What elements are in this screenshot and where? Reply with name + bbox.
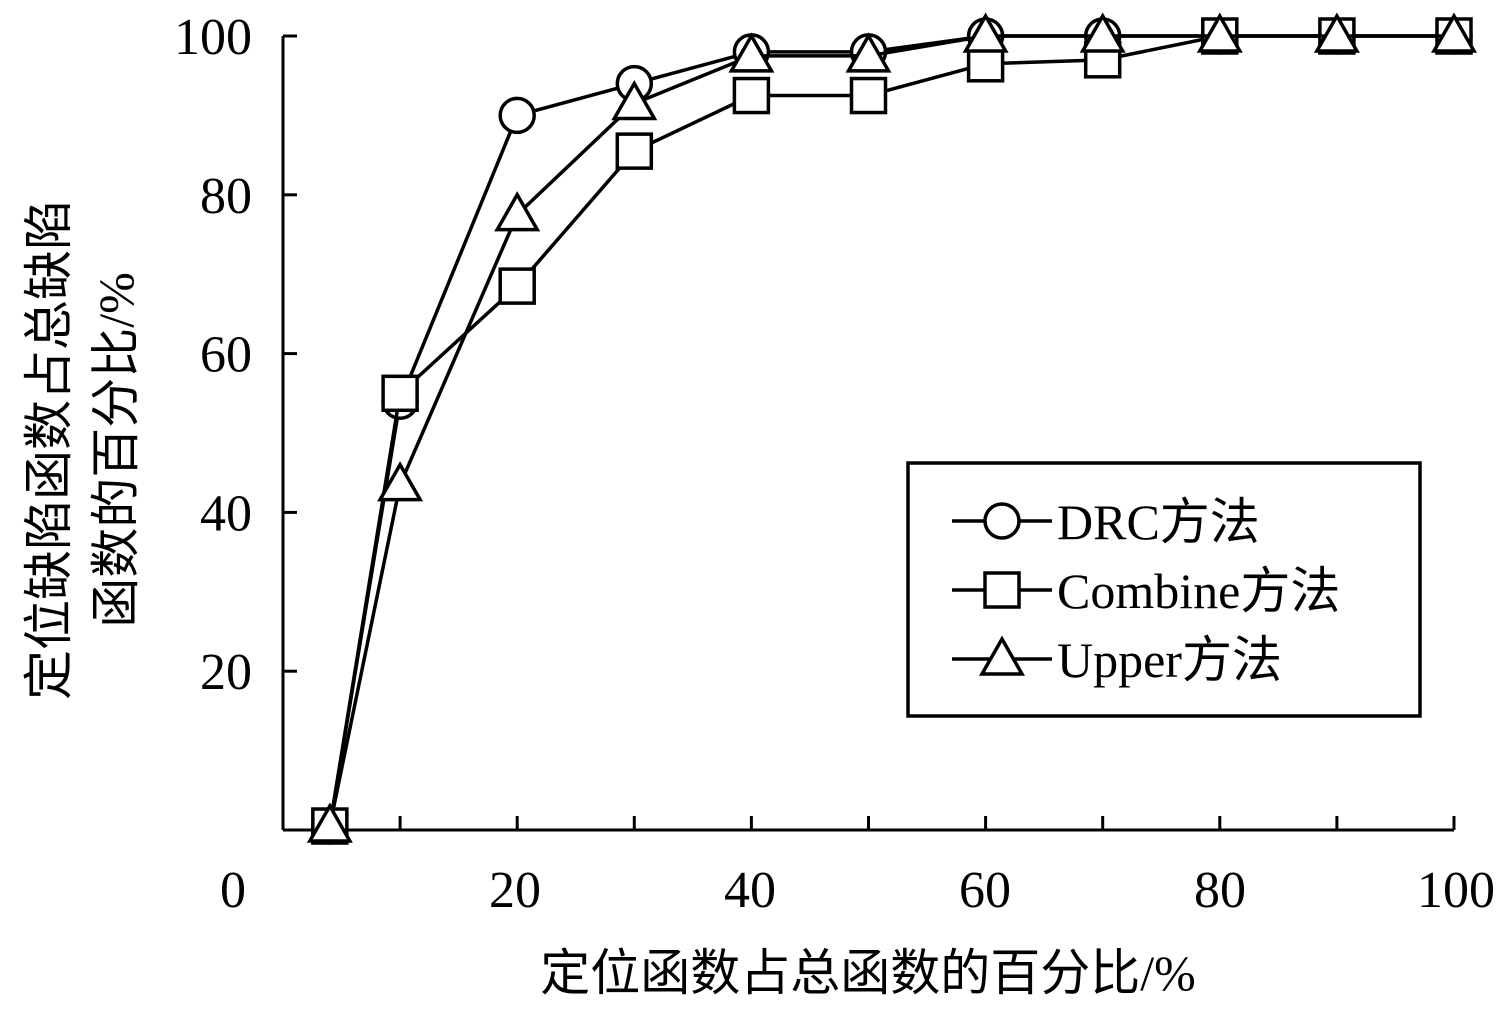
data-point-square xyxy=(381,374,419,413)
y-tick-label: 20 xyxy=(200,644,252,701)
y-axis-title-line1: 定位缺陷函数占总缺陷 xyxy=(21,200,77,700)
x-tick-label: 100 xyxy=(1417,862,1495,919)
data-point-triangle xyxy=(377,461,424,502)
legend-label: DRC方法 xyxy=(1057,494,1260,550)
x-tick-label: 20 xyxy=(489,862,541,919)
x-tick-label: 0 xyxy=(220,862,246,919)
data-point-triangle xyxy=(611,79,658,121)
data-point-square xyxy=(615,132,654,170)
legend-marker-circle xyxy=(983,502,1021,540)
data-point-circle xyxy=(498,96,536,135)
x-tick-label: 60 xyxy=(959,862,1011,919)
data-point-triangle xyxy=(494,191,541,232)
legend: DRC方法 Combine方法 Upper方法 xyxy=(906,461,1422,718)
series-square xyxy=(311,17,1473,845)
series-triangle xyxy=(306,12,1478,843)
legend-marker-triangle xyxy=(978,635,1026,676)
legend-label: Upper方法 xyxy=(1057,632,1282,688)
y-tick-label: 100 xyxy=(174,9,252,66)
data-point-square xyxy=(732,76,771,115)
series-layer xyxy=(306,12,1478,845)
y-tick-label: 60 xyxy=(200,327,252,384)
data-point-triangle xyxy=(728,32,775,73)
legend-label: Combine方法 xyxy=(1057,563,1340,619)
y-tick-label: 40 xyxy=(200,485,252,542)
data-point-triangle xyxy=(1196,12,1243,53)
data-point-triangle xyxy=(962,12,1009,53)
x-tick-label: 40 xyxy=(724,862,776,919)
data-point-square xyxy=(498,267,536,305)
x-tick-label: 80 xyxy=(1194,862,1246,919)
axes: 0 20 40 60 80 100 20 40 60 80 100 xyxy=(174,9,1495,919)
legend-marker-square xyxy=(983,571,1021,609)
data-point-triangle xyxy=(845,32,892,73)
data-point-triangle xyxy=(1430,12,1478,53)
data-point-triangle xyxy=(1313,12,1360,53)
data-point-square xyxy=(849,76,888,115)
data-point-triangle xyxy=(1079,12,1126,53)
y-tick-label: 80 xyxy=(200,168,252,225)
data-point-triangle xyxy=(306,802,353,843)
series-circle xyxy=(311,17,1473,845)
x-axis-title: 定位函数占总函数的百分比/% xyxy=(540,945,1196,1001)
y-axis-title-line2: 函数的百分比/% xyxy=(88,272,144,628)
